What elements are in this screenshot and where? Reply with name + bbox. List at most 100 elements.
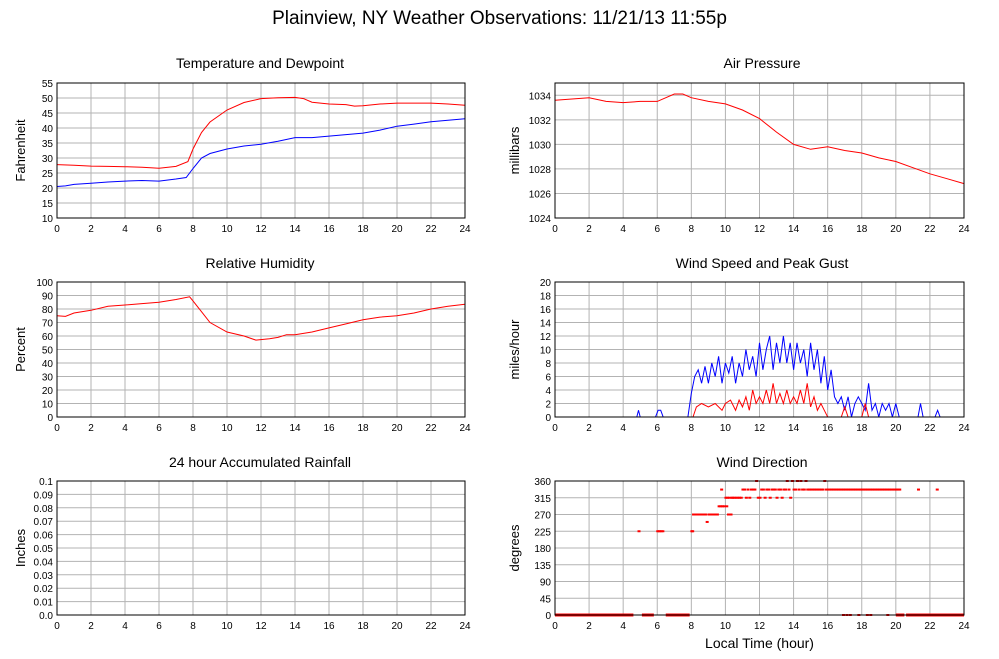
y-tick-label: 0.04 [34,557,54,568]
x-tick-label: 6 [654,423,660,434]
data-point [816,488,820,491]
y-tick-label: 16 [540,305,552,316]
y-tick-label: 225 [534,527,551,538]
x-tick-label: 24 [958,621,970,632]
x-tick-label: 2 [586,423,592,434]
data-point [758,496,762,499]
y-tick-label: 20 [42,184,54,195]
data-point [894,488,898,491]
x-tick-label: 12 [754,423,766,434]
data-point [896,488,900,491]
y-tick-label: 15 [42,199,54,210]
data-point [637,530,641,533]
y-tick-label: 90 [540,578,552,589]
x-tick-label: 6 [156,621,162,632]
data-point [724,496,728,499]
x-tick-label: 0 [54,423,60,434]
data-point [749,488,753,491]
data-point [853,488,857,491]
x-tick-label: 8 [190,224,196,235]
data-point [725,505,729,508]
y-tick-label: 0 [47,413,53,424]
x-tick-label: 6 [654,224,660,235]
x-tick-label: 12 [255,621,267,632]
data-point [709,513,713,516]
data-point [721,505,725,508]
x-tick-label: 4 [620,621,626,632]
y-tick-label: 10 [42,400,54,411]
x-tick-label: 16 [323,621,335,632]
x-tick-label: 16 [822,224,834,235]
y-tick-label: 0.08 [34,504,54,515]
data-point [720,488,724,491]
x-tick-label: 14 [289,423,301,434]
data-point [731,496,735,499]
data-point [700,513,704,516]
y-tick-label: 4 [545,386,551,397]
series-line-0 [555,335,964,418]
data-point [860,488,864,491]
data-point [761,488,765,491]
data-point [746,488,750,491]
plot-frame [56,480,466,616]
x-tick-label: 4 [620,423,626,434]
data-point [862,488,866,491]
y-tick-label: 10 [540,346,552,357]
x-axis-label: Local Time (hour) [705,635,814,651]
data-point [784,488,788,491]
y-tick-label: 1024 [529,214,552,225]
y-tick-label: 14 [540,319,552,330]
plot-frame [554,82,965,219]
rainfall-chart: 0 2 4 6 8 10 12 14 16 18 20 22 240.00.010.020.030.04… [13,477,471,632]
data-point [831,488,835,491]
wind-direction-panel: Wind Direction 0 2 4 6 8 10 12 14 16 18 20 22 24 0 45 9… [497,449,987,639]
x-tick-label: 24 [459,224,471,235]
wind-speed-panel: Wind Speed and Peak Gust 0 2 4 6 8 10 12 14 16 18… [497,250,987,440]
chart-title: Air Pressure [723,55,801,71]
y-tick-label: 50 [42,94,54,105]
data-point [739,496,743,499]
y-axis-label: millibars [507,126,522,174]
x-tick-label: 10 [720,621,732,632]
x-tick-label: 8 [190,621,196,632]
data-point [741,488,745,491]
data-point [789,496,793,499]
data-point [840,488,844,491]
y-tick-label: 8 [545,359,551,370]
x-tick-label: 12 [754,224,766,235]
y-axis-label: Fahrenheit [13,119,28,182]
data-point [835,488,839,491]
x-tick-label: 18 [856,423,868,434]
data-point [703,513,707,516]
data-point [691,530,695,533]
x-tick-label: 20 [890,621,902,632]
x-tick-label: 6 [156,224,162,235]
data-point [850,488,854,491]
data-point [726,513,730,516]
data-point [692,513,696,516]
data-point [888,488,892,491]
data-point [935,488,939,491]
y-tick-label: 45 [42,109,54,120]
data-point [884,488,888,491]
x-tick-label: 8 [190,423,196,434]
x-tick-label: 16 [822,423,834,434]
data-point [807,488,811,491]
page-title: Plainview, NY Weather Observations: 11/2… [272,8,727,29]
x-tick-label: 22 [425,621,437,632]
chart-title: Temperature and Dewpoint [175,55,345,71]
x-tick-label: 8 [689,423,695,434]
data-point [802,488,806,491]
data-point [777,488,781,491]
data-point [715,513,719,516]
x-tick-label: 24 [958,224,970,235]
y-axis-label: miles/hour [507,319,522,380]
y-tick-label: 360 [534,477,551,488]
x-tick-label: 10 [221,423,233,434]
data-point [775,496,779,499]
data-point [806,488,810,491]
data-point [744,496,748,499]
data-point [876,488,880,491]
data-point [811,488,815,491]
data-point [792,488,796,491]
